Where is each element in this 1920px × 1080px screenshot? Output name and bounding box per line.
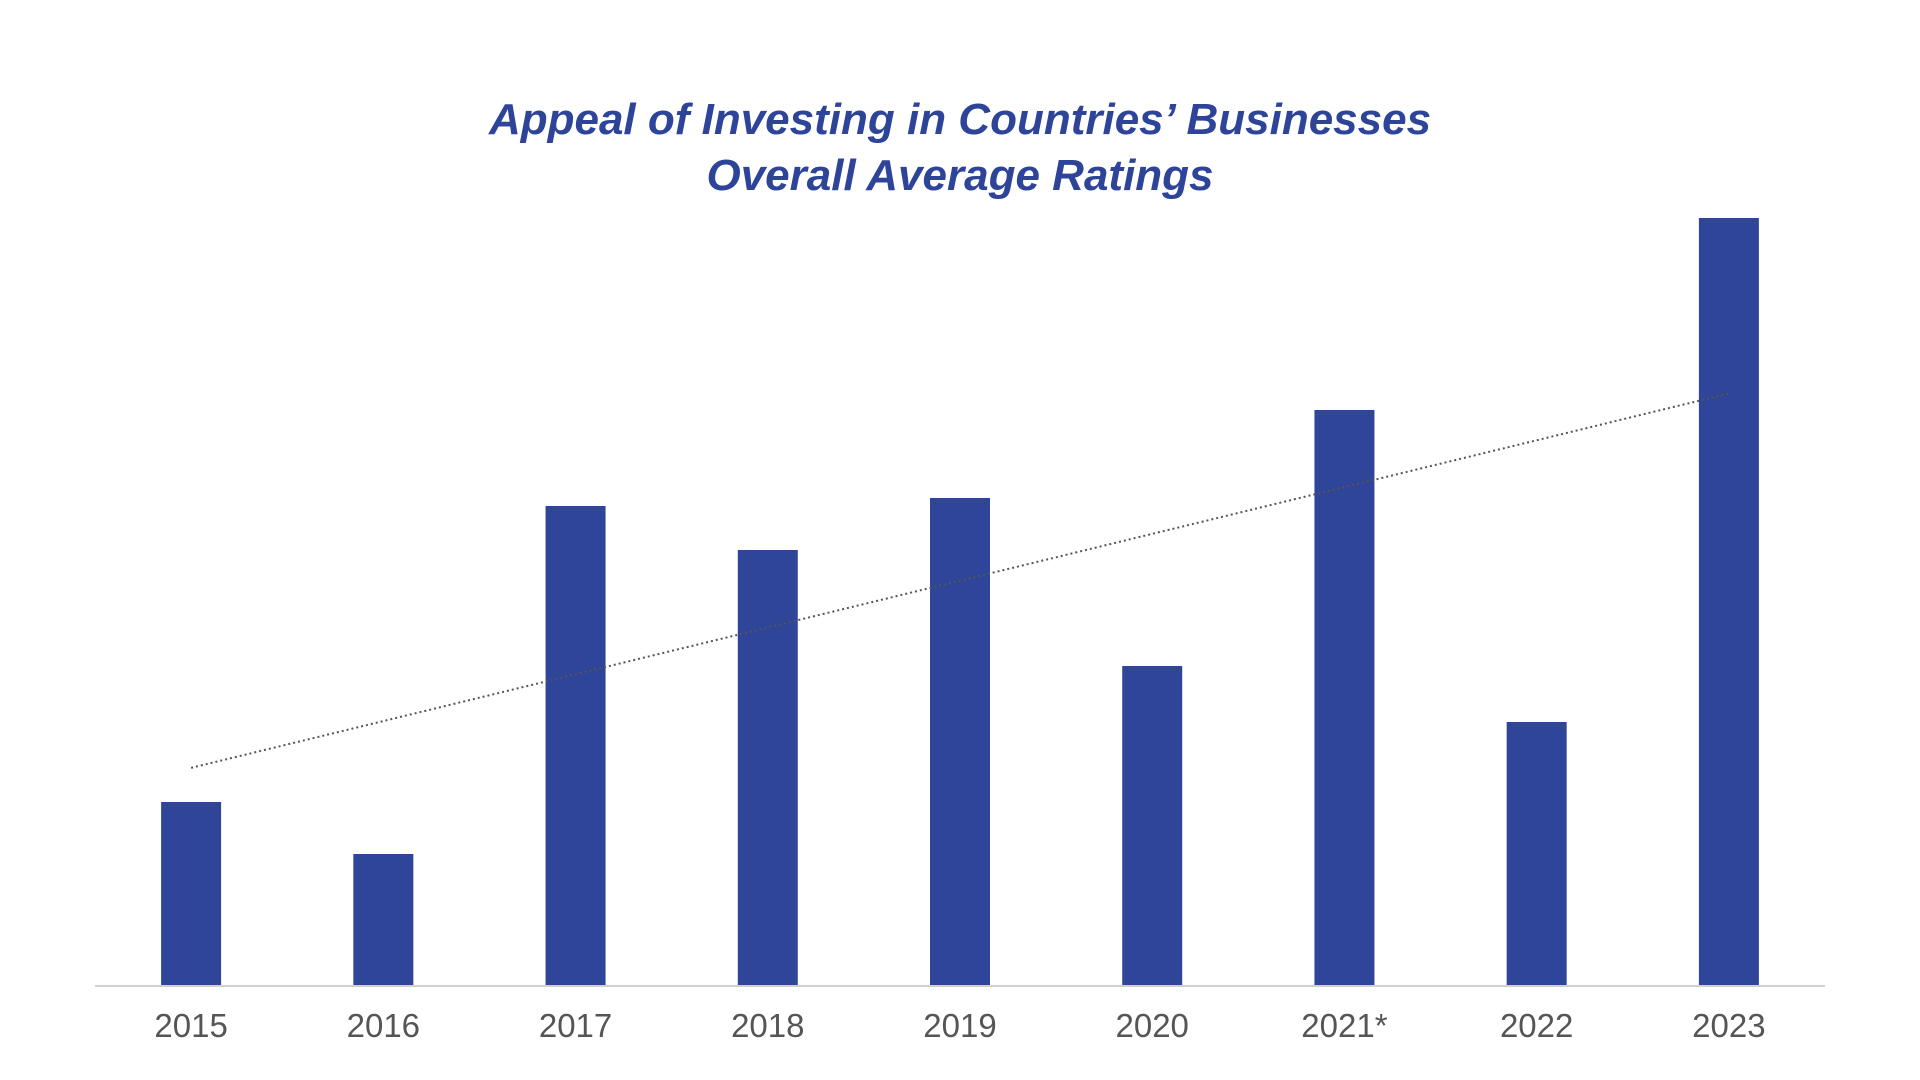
x-tick-label: 2017 — [539, 1007, 612, 1044]
chart-title-line-2: Overall Average Ratings — [706, 151, 1214, 200]
bar-2023 — [1698, 218, 1759, 986]
bar-2018 — [737, 550, 798, 986]
x-tick-label: 2015 — [154, 1007, 227, 1044]
x-tick-label: 2021* — [1301, 1007, 1387, 1044]
x-tick-label: 2018 — [731, 1007, 804, 1044]
chart-title-line-1: Appeal of Investing in Countries’ Busine… — [488, 95, 1432, 144]
bar-2021 — [1314, 410, 1375, 986]
bar-2017 — [545, 506, 606, 986]
bar-2015 — [161, 802, 222, 986]
bar-2022 — [1506, 722, 1567, 986]
x-tick-labels: 2015 2016 2017 2018 2019 2020 2021* 2022 2023 — [154, 1007, 1765, 1044]
x-tick-label: 2022 — [1500, 1007, 1573, 1044]
x-tick-label: 2016 — [347, 1007, 420, 1044]
bar-2019 — [930, 498, 990, 986]
x-tick-label: 2019 — [923, 1007, 996, 1044]
x-tick-label: 2023 — [1692, 1007, 1765, 1044]
bar-2020 — [1122, 666, 1183, 986]
x-tick-label: 2020 — [1116, 1007, 1189, 1044]
trendline — [190, 392, 1730, 769]
bars-group — [161, 218, 1759, 986]
bar-2016 — [353, 854, 414, 986]
